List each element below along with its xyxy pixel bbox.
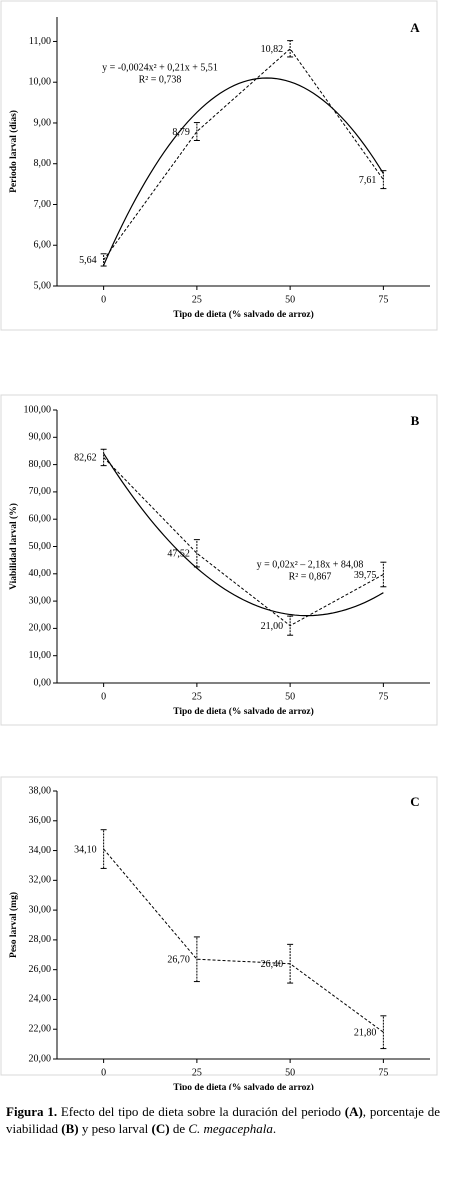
trend-r2: R² = 0,738 [139,74,182,85]
y-tick-label: 10,00 [29,77,52,88]
trend-r2: R² = 0,867 [289,571,332,582]
y-axis-title: Peso larval (mg) [8,892,19,958]
caption-species: C. megacephala [188,1121,273,1136]
x-tick-label: 75 [378,294,388,305]
data-label: 26,40 [261,959,284,970]
y-tick-label: 24,00 [29,994,52,1005]
trend-curve [103,77,384,266]
error-bar [100,253,107,267]
trend-curve [103,453,384,617]
data-label: 8,79 [172,127,190,138]
x-axis-title: Tipo de dieta (% salvado de arroz) [173,309,314,320]
error-bar [193,936,200,983]
x-tick-label: 50 [285,1067,295,1078]
x-tick-label: 75 [378,1067,388,1078]
y-tick-label: 34,00 [29,845,52,856]
caption-ref: (C) [151,1121,170,1136]
panel-label: A [410,20,420,35]
panel-label: C [410,794,419,809]
error-bar [287,615,294,636]
x-tick-label: 25 [192,691,202,702]
data-line [103,848,384,1033]
x-tick-label: 0 [101,1067,106,1078]
data-label: 7,61 [359,175,377,186]
y-tick-label: 6,00 [34,240,52,251]
data-label: 47,52 [167,549,190,560]
error-bar [380,561,387,588]
panel-frame [0,394,438,726]
panel-frame [0,0,438,331]
figure: 5,00 6,00 7,00 8,00 9,00 10,00 11,00 0 25 50 75 Tip… [0,0,438,1090]
caption-text: Efecto del tipo de dieta sobre la duraci… [57,1104,345,1119]
y-tick-label: 40,00 [29,568,52,579]
data-line [103,48,384,261]
trend-equation: y = -0,0024x² + 0,21x + 5,51 [102,62,218,73]
caption-text: . [272,1121,277,1136]
x-tick-label: 25 [192,294,202,305]
y-axis-title: Viabilidad larval (%) [8,503,19,590]
y-tick-label: 26,00 [29,964,52,975]
caption-text: de [169,1121,189,1136]
error-bar [100,829,107,869]
y-tick-label: 5,00 [34,280,52,291]
caption-text: , porcentaje de viabilidad [6,1104,440,1136]
y-tick-label: 20,00 [29,623,52,634]
y-tick-label: 28,00 [29,934,52,945]
error-bar [287,40,294,58]
data-label: 82,62 [74,453,97,464]
y-tick-label: 32,00 [29,875,52,886]
x-tick-label: 50 [285,691,295,702]
error-bar [287,943,294,984]
x-tick-label: 75 [378,691,388,702]
y-tick-label: 60,00 [29,513,52,524]
x-tick-label: 50 [285,294,295,305]
caption-text: y peso larval [78,1121,152,1136]
caption-ref: (A) [344,1104,363,1119]
x-axis-title: Tipo de dieta (% salvado de arroz) [173,1082,314,1090]
error-bar [193,539,200,568]
y-tick-label: 80,00 [29,459,52,470]
y-tick-label: 10,00 [29,650,52,661]
data-label: 5,64 [79,255,97,266]
data-label: 34,10 [74,844,97,855]
panel-frame [0,776,438,1076]
caption: Figura 1. Efecto del tipo de dieta sobre… [6,1103,440,1137]
data-label: 21,80 [354,1027,377,1038]
data-label: 39,75 [354,570,377,581]
y-axis-title: Periodo larval (días) [8,110,19,193]
data-line [103,457,384,627]
x-tick-label: 25 [192,1067,202,1078]
y-tick-label: 90,00 [29,432,52,443]
y-tick-label: 11,00 [29,36,51,47]
y-tick-label: 38,00 [29,785,52,796]
y-tick-label: 30,00 [29,904,52,915]
y-tick-label: 9,00 [34,117,52,128]
y-tick-label: 100,00 [24,404,52,415]
x-tick-label: 0 [101,294,106,305]
y-tick-label: 22,00 [29,1024,52,1035]
data-label: 10,82 [261,44,284,55]
y-tick-label: 0,00 [34,677,52,688]
caption-label: Figura 1. [6,1104,58,1119]
trend-equation: y = 0,02x² – 2,18x + 84,08 [257,559,364,570]
y-tick-label: 36,00 [29,815,52,826]
error-bar [380,1015,387,1050]
y-tick-label: 7,00 [34,199,52,210]
y-tick-label: 20,00 [29,1053,52,1064]
y-tick-label: 8,00 [34,158,52,169]
error-bar [193,122,200,141]
data-label: 21,00 [261,621,284,632]
x-axis-title: Tipo de dieta (% salvado de arroz) [173,706,314,717]
y-tick-label: 70,00 [29,486,52,497]
caption-ref: (B) [61,1121,79,1136]
y-tick-label: 50,00 [29,541,52,552]
x-tick-label: 0 [101,691,106,702]
panel-label: B [411,413,420,428]
error-bar [100,448,107,467]
error-bar [380,170,387,190]
y-tick-label: 30,00 [29,595,52,606]
data-label: 26,70 [167,955,190,966]
